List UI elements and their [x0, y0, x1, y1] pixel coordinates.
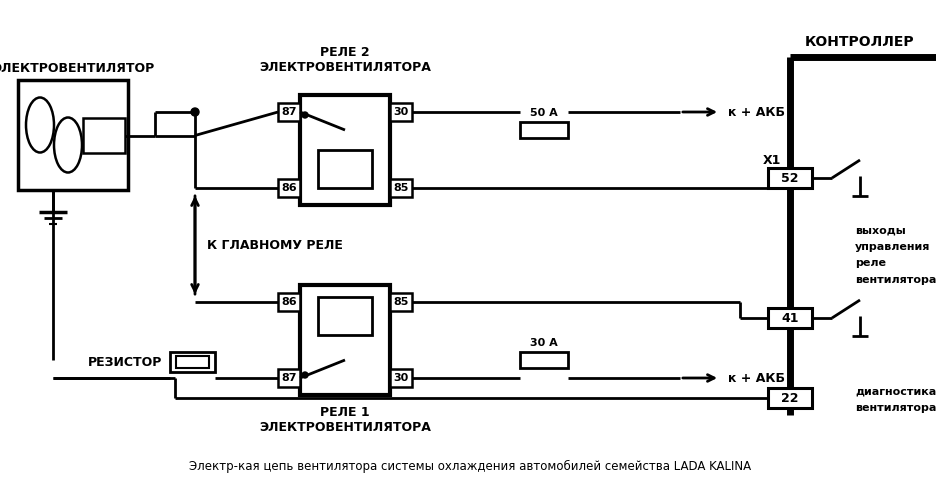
Text: ЭЛЕКТРОВЕНТИЛЯТОР: ЭЛЕКТРОВЕНТИЛЯТОР [0, 61, 154, 75]
Text: 86: 86 [281, 297, 297, 307]
Text: к + АКБ: к + АКБ [727, 105, 784, 118]
Circle shape [301, 372, 308, 378]
Text: 41: 41 [781, 311, 797, 324]
Bar [176, 356, 209, 368]
Text: РЕЛЕ 2
ЭЛЕКТРОВЕНТИЛЯТОРА: РЕЛЕ 2 ЭЛЕКТРОВЕНТИЛЯТОРА [258, 46, 431, 74]
Text: 30: 30 [393, 107, 408, 117]
Bar [389, 179, 412, 197]
Text: 85: 85 [393, 297, 408, 307]
Text: 87: 87 [281, 373, 297, 383]
Bar [768, 308, 812, 328]
Text: 50 А: 50 А [530, 108, 557, 118]
Bar [300, 285, 389, 395]
Bar [317, 150, 372, 188]
Bar [278, 179, 300, 197]
Text: 30 А: 30 А [530, 338, 557, 348]
Text: выходы
управления
реле
вентилятора: выходы управления реле вентилятора [854, 226, 935, 285]
Bar [519, 352, 567, 368]
Text: 85: 85 [393, 183, 408, 193]
Bar [278, 293, 300, 311]
Text: 22: 22 [781, 391, 797, 404]
Bar [18, 80, 128, 190]
Text: 30: 30 [393, 373, 408, 383]
Circle shape [301, 112, 308, 118]
Bar [300, 95, 389, 205]
Bar [317, 297, 372, 335]
Bar [278, 369, 300, 387]
Text: РЕЛЕ 1
ЭЛЕКТРОВЕНТИЛЯТОРА: РЕЛЕ 1 ЭЛЕКТРОВЕНТИЛЯТОРА [258, 406, 431, 434]
Circle shape [191, 108, 198, 116]
Text: Электр-кая цепь вентилятора системы охлаждения автомобилей семейства LADA KALINA: Электр-кая цепь вентилятора системы охла… [189, 459, 751, 473]
Bar [519, 122, 567, 138]
Text: К ГЛАВНОМУ РЕЛЕ: К ГЛАВНОМУ РЕЛЕ [207, 239, 343, 251]
Bar [278, 103, 300, 121]
Text: РЕЗИСТОР: РЕЗИСТОР [88, 355, 162, 368]
Bar [169, 352, 214, 372]
Text: 87: 87 [281, 107, 297, 117]
Text: к + АКБ: к + АКБ [727, 372, 784, 385]
Text: 86: 86 [281, 183, 297, 193]
Bar [389, 103, 412, 121]
Bar [768, 388, 812, 408]
Bar [83, 118, 124, 153]
Text: диагностика
вентилятора: диагностика вентилятора [854, 387, 935, 413]
Text: 52: 52 [781, 171, 797, 184]
Text: X1: X1 [762, 153, 781, 167]
Bar [389, 293, 412, 311]
Text: КОНТРОЛЛЕР: КОНТРОЛЛЕР [804, 35, 914, 49]
Bar [768, 168, 812, 188]
Bar [389, 369, 412, 387]
